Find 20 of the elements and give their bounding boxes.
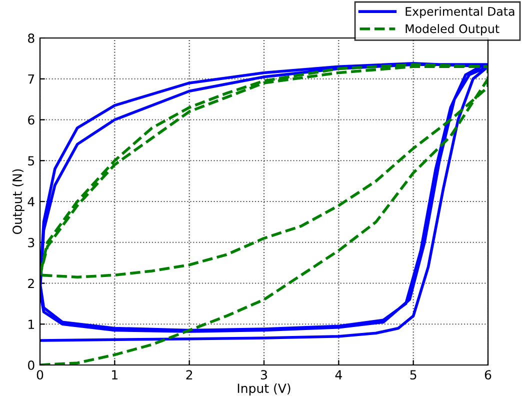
x-axis-title: Input (V) xyxy=(238,383,290,396)
y-tick-label: 2 xyxy=(28,278,34,288)
legend-label: Experimental Data xyxy=(406,6,514,18)
y-tick-label: 1 xyxy=(28,320,34,329)
x-tick-label: 3 xyxy=(260,370,267,380)
x-tick-label: 1 xyxy=(112,370,118,380)
y-tick-label: 7 xyxy=(28,74,34,84)
x-tick-label: 4 xyxy=(335,370,342,380)
x-tick-label: 5 xyxy=(410,370,416,380)
y-tick-label: 4 xyxy=(28,197,34,206)
y-tick-label: 0 xyxy=(28,360,34,370)
y-tick-label: 6 xyxy=(28,115,34,125)
x-tick-label: 0 xyxy=(36,370,44,380)
y-tick-label: 3 xyxy=(28,238,34,248)
legend-label: Modeled Output xyxy=(406,24,500,36)
y-tick-label: 5 xyxy=(28,156,34,166)
y-axis-title: Output (N) xyxy=(12,169,24,234)
x-tick-label: 6 xyxy=(484,370,492,380)
y-tick-label: 8 xyxy=(28,33,34,43)
x-tick-label: 2 xyxy=(186,370,192,380)
